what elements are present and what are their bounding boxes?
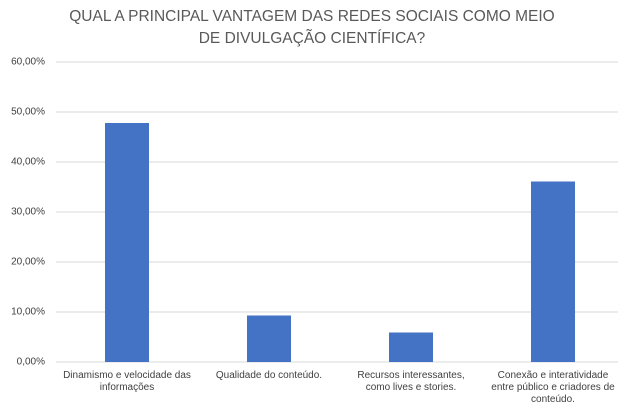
y-tick-label: 30,00% (11, 207, 45, 218)
bar (104, 123, 150, 362)
x-tick-label: Qualidade do conteúdo. (215, 370, 323, 381)
y-tick-label: 60,00% (11, 57, 45, 68)
x-tick-label: Dinamismo e velocidade das informações (63, 370, 191, 393)
x-tick-label: Conexão e interatividade entre público e… (491, 370, 615, 405)
y-tick-label: 10,00% (11, 307, 45, 318)
bar (388, 332, 434, 362)
y-tick-label: 50,00% (11, 107, 45, 118)
bar (246, 315, 292, 362)
x-tick-label: Recursos interessantes, como lives e sto… (357, 370, 465, 393)
y-tick-label: 0,00% (17, 357, 45, 368)
chart-title: QUAL A PRINCIPAL VANTAGEM DAS REDES SOCI… (69, 8, 555, 47)
y-tick-label: 20,00% (11, 257, 45, 268)
y-tick-label: 40,00% (11, 157, 45, 168)
bar (530, 181, 576, 362)
